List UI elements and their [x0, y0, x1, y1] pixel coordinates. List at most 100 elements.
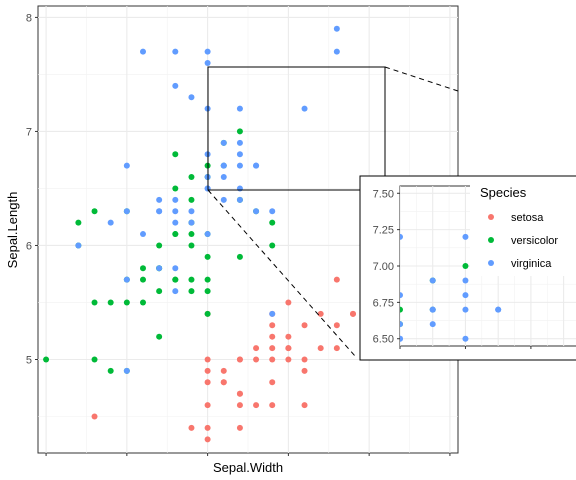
inset-data-point-virginica	[462, 306, 469, 313]
inset-data-point-virginica	[462, 233, 469, 240]
inset-x-axis	[399, 346, 532, 349]
inset-data-point-versicolor	[462, 263, 469, 269]
data-point-setosa	[317, 310, 324, 317]
data-point-setosa	[285, 333, 292, 340]
inset-data-point-virginica	[400, 335, 403, 342]
data-point-versicolor	[172, 185, 179, 192]
data-point-versicolor	[107, 299, 114, 306]
inset-data-point-virginica	[400, 292, 403, 299]
x-axis-title: Sepal.Width	[213, 460, 283, 475]
data-point-setosa	[188, 424, 195, 431]
data-point-setosa	[333, 276, 340, 283]
inset-points	[400, 233, 502, 342]
data-point-versicolor	[172, 231, 179, 238]
data-point-setosa	[317, 345, 324, 352]
inset-y-tick-label: 6.75	[373, 297, 394, 309]
data-point-virginica	[236, 196, 243, 203]
data-point-setosa	[236, 356, 243, 363]
zoom-connector-bottom	[207, 189, 356, 357]
data-point-virginica	[123, 276, 130, 283]
data-point-versicolor	[75, 219, 82, 226]
data-point-setosa	[301, 322, 308, 329]
data-point-versicolor	[140, 276, 146, 283]
data-point-virginica	[236, 151, 243, 158]
data-point-virginica	[204, 48, 211, 55]
data-point-virginica	[156, 265, 163, 272]
data-point-virginica	[172, 208, 179, 215]
data-point-virginica	[172, 82, 179, 89]
data-point-virginica	[156, 208, 163, 215]
data-point-setosa	[220, 379, 227, 386]
data-point-versicolor	[188, 196, 195, 203]
inset-y-tick-label: 7.50	[373, 188, 394, 200]
y-tick-label: 5	[26, 354, 32, 366]
data-point-versicolor	[204, 310, 211, 317]
main-points	[43, 25, 437, 443]
data-point-versicolor	[204, 253, 211, 260]
inset-data-point-virginica	[400, 233, 403, 240]
inset-data-point-virginica	[462, 335, 469, 342]
data-point-versicolor	[156, 288, 163, 295]
data-point-virginica	[140, 231, 146, 238]
data-point-setosa	[253, 356, 260, 363]
data-point-setosa	[204, 356, 211, 363]
data-point-virginica	[269, 310, 276, 317]
inset-data-point-virginica	[429, 321, 436, 328]
y-tick-label: 7	[26, 126, 32, 138]
data-point-versicolor	[236, 128, 243, 135]
data-point-virginica	[236, 105, 243, 112]
data-point-setosa	[285, 356, 292, 363]
data-point-setosa	[285, 299, 292, 306]
inset-y-tick-label: 7.00	[373, 261, 394, 273]
data-point-versicolor	[156, 242, 163, 249]
data-point-setosa	[204, 379, 211, 386]
legend-label-versicolor: versicolor	[511, 235, 558, 247]
data-point-virginica	[188, 94, 195, 101]
data-point-setosa	[236, 390, 243, 397]
data-point-virginica	[236, 162, 243, 169]
data-point-virginica	[75, 242, 82, 249]
zoom-region-box	[207, 66, 386, 191]
data-point-setosa	[301, 402, 308, 409]
data-point-virginica	[220, 196, 227, 203]
data-point-versicolor	[204, 288, 211, 295]
y-axis-title: Sepal.Length	[5, 192, 20, 269]
data-point-versicolor	[91, 356, 98, 363]
data-point-setosa	[269, 379, 276, 386]
data-point-virginica	[172, 288, 179, 295]
main-x-axis	[45, 453, 451, 456]
y-tick-label: 6	[26, 240, 32, 252]
data-point-setosa	[301, 367, 308, 374]
data-point-setosa	[269, 356, 276, 363]
legend-title: Species	[480, 185, 527, 200]
data-point-versicolor	[172, 276, 179, 283]
data-point-virginica	[333, 25, 340, 32]
legend-background	[470, 180, 576, 276]
data-point-virginica	[172, 196, 179, 203]
data-point-versicolor	[172, 151, 179, 158]
data-point-versicolor	[140, 299, 146, 306]
data-point-virginica	[140, 48, 146, 55]
data-point-versicolor	[236, 253, 243, 260]
data-point-virginica	[123, 367, 130, 374]
data-point-virginica	[236, 139, 243, 146]
data-point-versicolor	[43, 356, 50, 363]
data-point-versicolor	[269, 219, 276, 226]
data-point-virginica	[220, 139, 227, 146]
data-point-setosa	[220, 367, 227, 374]
data-point-setosa	[204, 367, 211, 374]
legend-key-virginica	[488, 260, 494, 266]
data-point-virginica	[188, 219, 195, 226]
inset-data-point-versicolor	[400, 306, 403, 313]
data-point-setosa	[204, 424, 211, 431]
inset-data-point-virginica	[462, 277, 469, 284]
data-point-setosa	[269, 402, 276, 409]
data-point-setosa	[301, 356, 308, 363]
data-point-setosa	[236, 424, 243, 431]
data-point-virginica	[172, 48, 179, 55]
data-point-setosa	[269, 333, 276, 340]
data-point-versicolor	[156, 333, 163, 340]
data-point-setosa	[269, 322, 276, 329]
data-point-virginica	[236, 185, 243, 192]
